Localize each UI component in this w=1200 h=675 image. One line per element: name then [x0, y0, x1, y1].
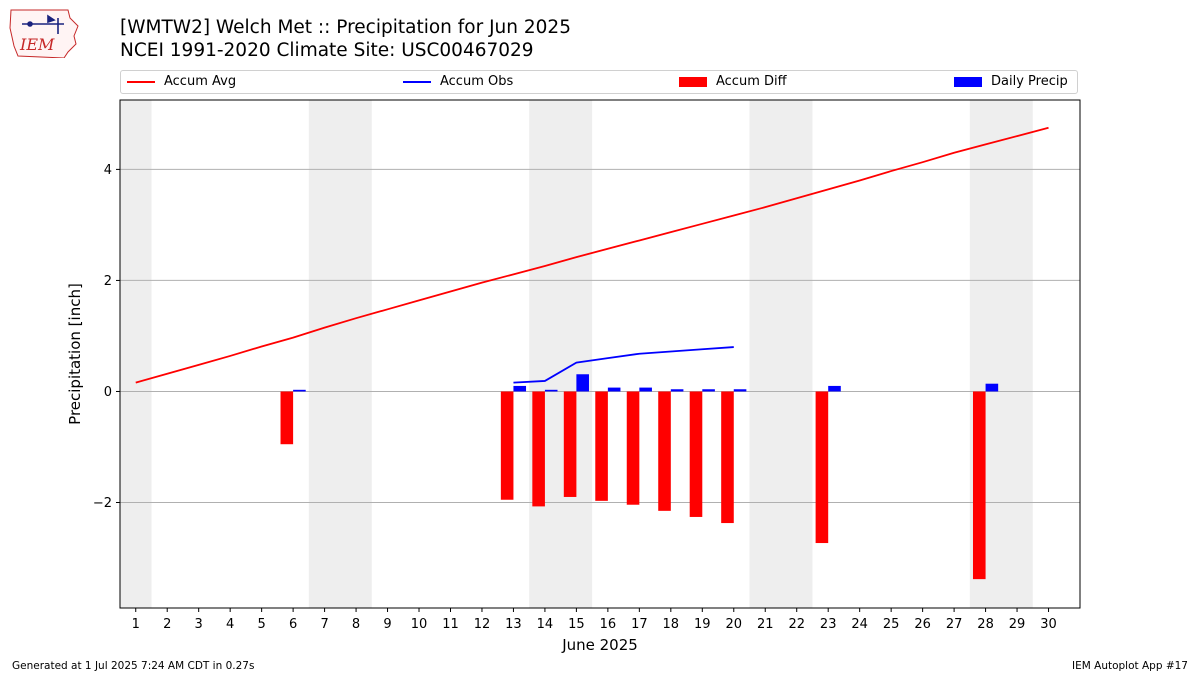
app-credit: IEM Autoplot App #17: [1072, 660, 1188, 672]
x-tick-label-23: 24: [851, 617, 868, 632]
x-tick-label-21: 22: [788, 617, 805, 632]
line-layer: [135, 126, 1049, 384]
x-tick-label-25: 26: [914, 617, 931, 632]
weekend-shade-2: [529, 100, 593, 608]
weekend-shade-3: [749, 100, 813, 608]
y-axis-label: Precipitation [inch]: [66, 283, 84, 425]
legend-item-daily-precip: Daily Precip: [954, 74, 1068, 89]
accum-obs-line: [513, 346, 734, 384]
x-tick-label-17: 18: [663, 617, 680, 632]
legend-label-daily-precip: Daily Precip: [991, 74, 1068, 89]
bar-layer: [280, 374, 999, 580]
y-tick-label-3: 4: [104, 163, 112, 178]
weekend-shading-layer: [120, 100, 1033, 608]
daily-precip-bar-23: [828, 385, 841, 392]
legend-label-accum-obs: Accum Obs: [440, 74, 514, 89]
daily-precip-bar-20: [733, 389, 747, 392]
accum-diff-bar-6: [280, 391, 294, 445]
x-tick-label-20: 21: [757, 617, 774, 632]
y-tick-label-0: −2: [93, 496, 112, 511]
weekend-shade-0: [120, 100, 152, 608]
x-tick-label-10: 11: [442, 617, 459, 632]
chart-subtitle: NCEI 1991-2020 Climate Site: USC00467029: [120, 40, 534, 61]
x-axis-label: June 2025: [561, 636, 638, 654]
accum-diff-bar-19: [689, 391, 703, 517]
x-tick-label-19: 20: [725, 617, 742, 632]
chart-title: [WMTW2] Welch Met :: Precipitation for J…: [120, 17, 571, 38]
x-tick-label-11: 12: [474, 617, 491, 632]
daily-precip-bar-13: [513, 385, 527, 392]
legend-label-accum-avg: Accum Avg: [164, 74, 237, 89]
daily-precip-bar-6: [293, 389, 306, 392]
accum-diff-bar-20: [721, 391, 734, 524]
x-tick-label-7: 8: [352, 617, 360, 632]
x-tick-label-5: 6: [289, 617, 297, 632]
plot-frame: [119, 99, 1081, 609]
x-tick-label-3: 4: [226, 617, 234, 632]
x-tick-label-26: 27: [946, 617, 963, 632]
daily-precip-bar-19: [702, 389, 715, 392]
x-tick-label-1: 2: [163, 617, 171, 632]
daily-precip-bar-15: [576, 374, 589, 392]
weekend-shade-1: [308, 100, 372, 608]
accum-avg-line: [135, 126, 1049, 384]
accum-diff-bar-17: [626, 391, 640, 505]
legend-item-accum-obs: Accum Obs: [403, 74, 513, 89]
iowa-state-outline-icon: [9, 9, 79, 58]
x-tick-label-16: 17: [631, 617, 648, 632]
weather-station-icon: [22, 14, 64, 34]
x-tick-label-18: 19: [694, 617, 711, 632]
x-tick-label-28: 29: [1009, 617, 1026, 632]
accum-diff-bar-13: [500, 391, 514, 500]
x-tick-label-24: 25: [883, 617, 900, 632]
x-tick-label-9: 10: [411, 617, 428, 632]
accum-diff-bar-18: [658, 391, 671, 511]
y-tick-label-1: 0: [104, 385, 112, 400]
daily-precip-bar-17: [639, 387, 652, 392]
iem-logo: IEM: [9, 9, 79, 58]
daily-precip-bar-28: [985, 383, 999, 392]
x-tick-label-6: 7: [320, 617, 328, 632]
x-tick-label-2: 3: [195, 617, 203, 632]
daily-precip-bar-18: [670, 389, 684, 392]
x-tick-label-14: 15: [568, 617, 585, 632]
legend-swatch-accum-obs: [403, 80, 431, 83]
legend-label-accum-diff: Accum Diff: [716, 74, 787, 89]
accum-diff-bar-28: [972, 391, 986, 580]
chart-legend: Accum Avg Accum Obs Accum Diff Daily Pre…: [120, 70, 1078, 94]
legend-swatch-daily-precip: [954, 76, 982, 87]
x-tick-label-29: 30: [1040, 617, 1057, 632]
daily-precip-bar-16: [607, 387, 621, 392]
x-tick-label-15: 16: [600, 617, 617, 632]
x-tick-label-27: 28: [977, 617, 994, 632]
x-tick-label-4: 5: [257, 617, 265, 632]
legend-item-accum-avg: Accum Avg: [127, 74, 236, 89]
accum-diff-bar-23: [815, 391, 829, 544]
accum-diff-bar-14: [532, 391, 545, 507]
generated-timestamp: Generated at 1 Jul 2025 7:24 AM CDT in 0…: [12, 660, 255, 672]
x-tick-label-0: 1: [132, 617, 140, 632]
legend-swatch-accum-avg: [127, 80, 155, 83]
legend-item-accum-diff: Accum Diff: [679, 74, 787, 89]
x-tick-label-8: 9: [383, 617, 391, 632]
accum-diff-bar-16: [595, 391, 608, 501]
x-tick-label-22: 23: [820, 617, 837, 632]
legend-swatch-accum-diff: [679, 76, 707, 87]
y-tick-label-2: 2: [104, 274, 112, 289]
x-tick-label-12: 13: [505, 617, 522, 632]
accum-diff-bar-15: [563, 391, 577, 497]
x-tick-label-13: 14: [537, 617, 554, 632]
daily-precip-bar-14: [544, 389, 558, 392]
svg-text:IEM: IEM: [19, 35, 55, 54]
